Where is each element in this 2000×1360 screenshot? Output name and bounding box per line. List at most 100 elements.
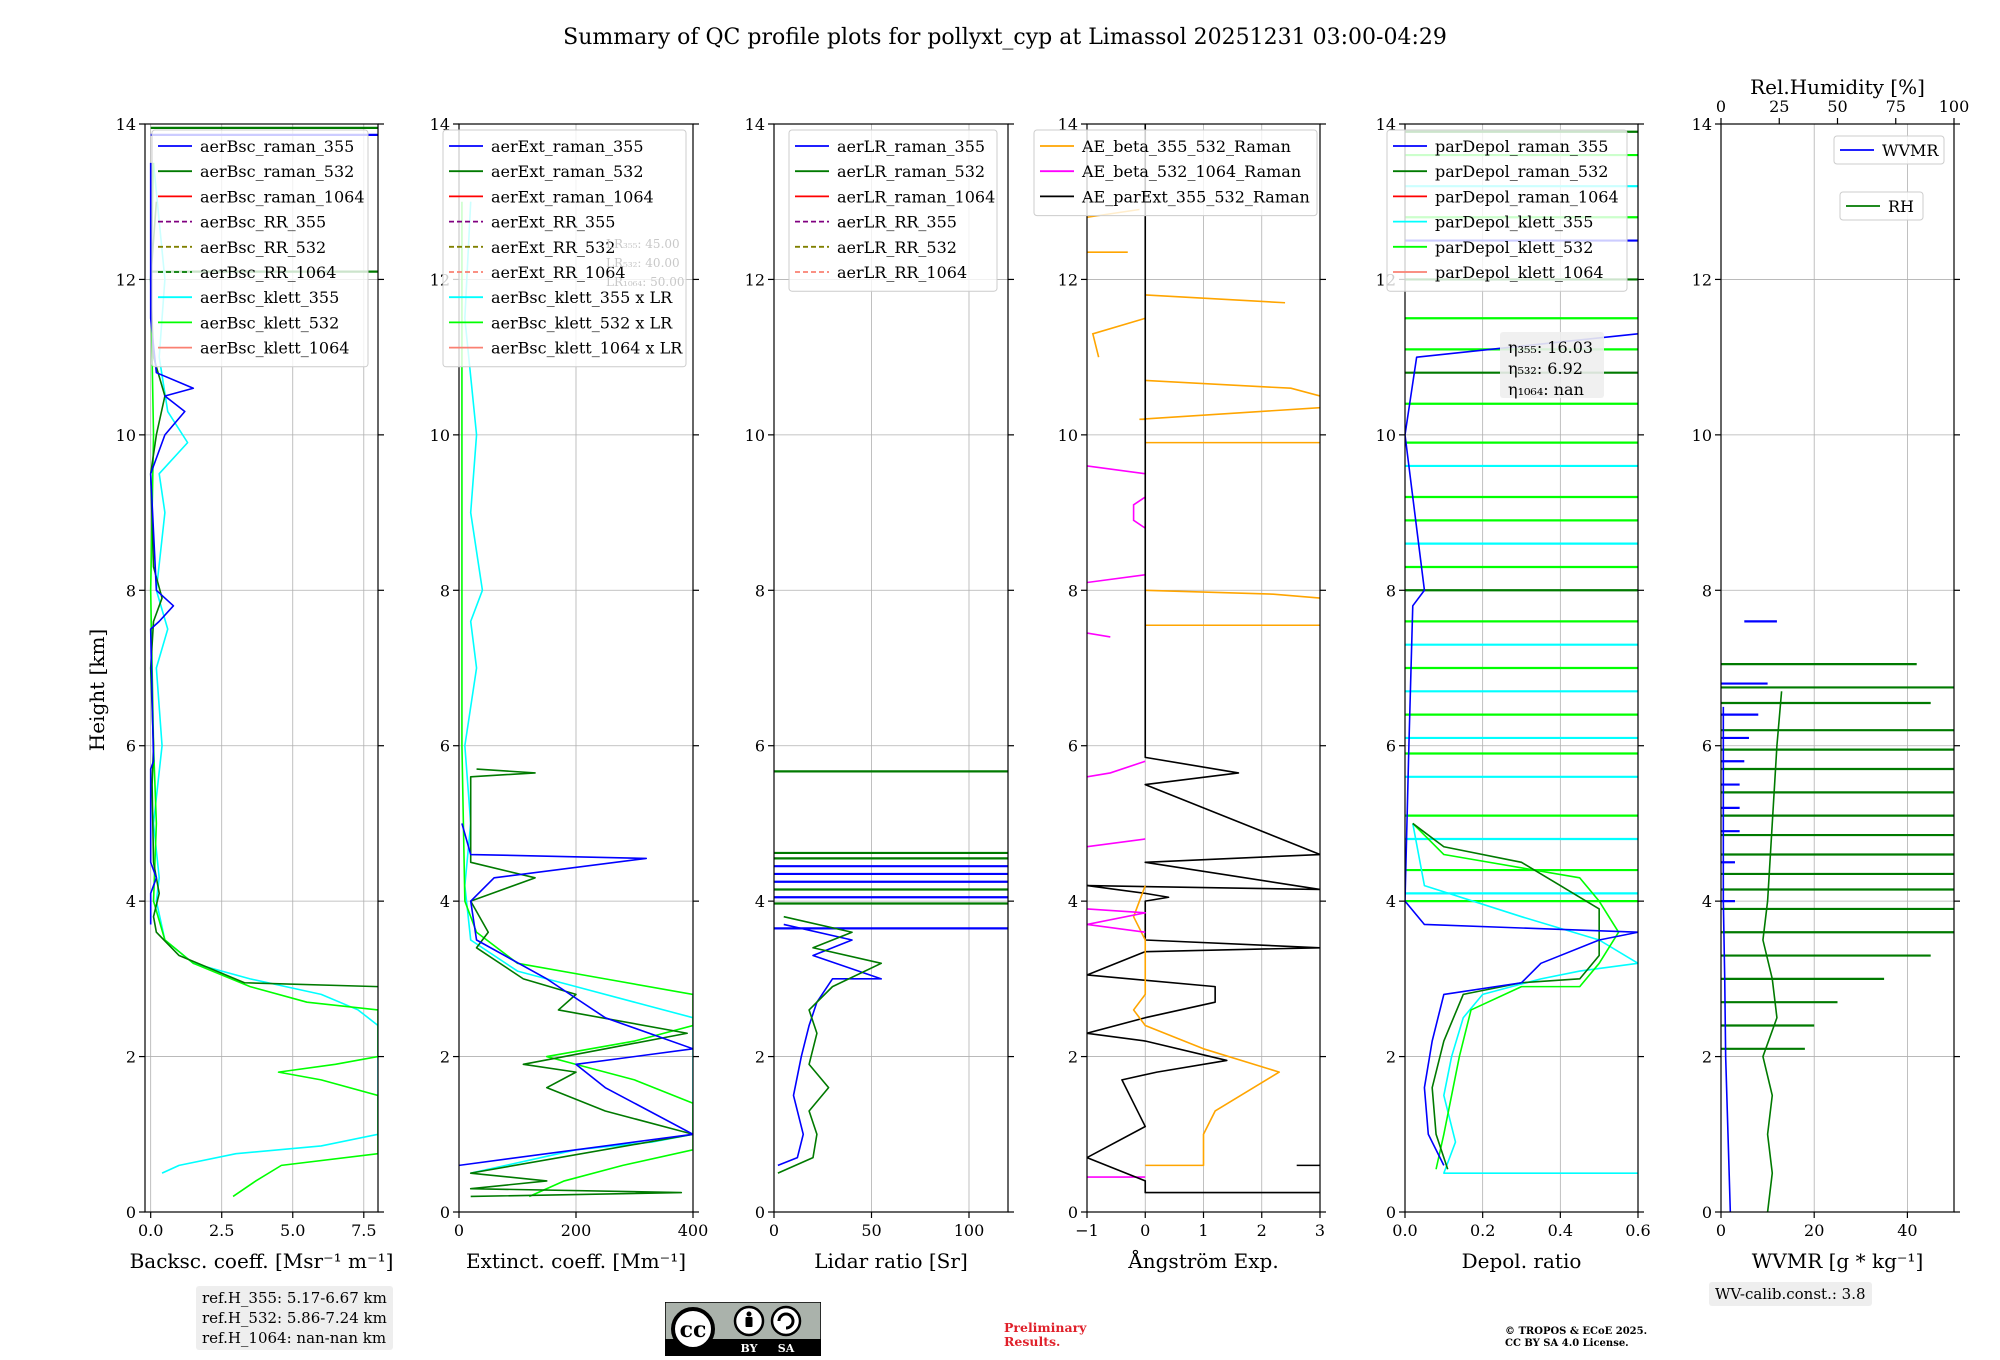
cc-license-badge: cc BY SA <box>665 1302 821 1356</box>
ref-height-box: ref.H_355: 5.17-6.67 km ref.H_532: 5.86-… <box>196 1286 393 1350</box>
y-tick-label-depol: 6 <box>1386 737 1396 756</box>
x-axis-label-wv: WVMR [g * kg⁻¹] <box>1752 1249 1924 1273</box>
legend-label-parDepol_raman_532: parDepol_raman_532 <box>1435 162 1608 181</box>
panel-lr: 0 50 100 0 2 4 6 8 10 12 14 Lidar ratio [Sr] aerLR_r… <box>745 115 1014 1273</box>
series-parDepol_klett_355 <box>1411 823 1638 1174</box>
plot-area-lr <box>774 770 1008 1174</box>
preliminary-line-2: Results. <box>1004 1334 1061 1349</box>
y-tick-label-ext: 0 <box>440 1203 450 1222</box>
x-tick-label-ae: 1 <box>1198 1221 1208 1240</box>
legend-label-AE_parExt_355_532_Raman: AE_parExt_355_532_Raman <box>1081 187 1310 206</box>
x-tick-label-ext: 400 <box>678 1221 709 1240</box>
y-tick-label-depol: 14 <box>1376 115 1396 134</box>
profile-segment-ae-4 <box>1145 379 1320 397</box>
preliminary-results-note: Preliminary Results. <box>1004 1321 1086 1349</box>
y-tick-label-wv: 2 <box>1702 1048 1712 1067</box>
profile-segment-ae-3 <box>1139 406 1320 421</box>
legend-label-aerLR_raman_1064: aerLR_raman_1064 <box>837 187 995 206</box>
x-tick-label-ae: 0 <box>1140 1221 1150 1240</box>
legend-label-aerLR_raman_532: aerLR_raman_532 <box>837 162 985 181</box>
figure-title: Summary of QC profile plots for pollyxt_… <box>563 25 1447 50</box>
y-tick-label-ext: 4 <box>440 892 450 911</box>
panel-bsc: 0.0 2.5 5.0 7.5 0 2 4 6 8 10 12 14 Backsc. coeff. [M… <box>116 115 394 1273</box>
y-tick-label-lr: 0 <box>755 1203 765 1222</box>
y-tick-label-ae: 12 <box>1058 270 1078 289</box>
lr-label-1: LR₅₃₂: 40.00 <box>606 256 680 270</box>
series-aerLR_raman_532 <box>777 915 883 1174</box>
lr-label-2: LR₁₀₆₄: 50.00 <box>606 275 684 289</box>
ref-height-532: ref.H_532: 5.86-7.24 km <box>202 1309 387 1327</box>
x-tick-label-ext: 0 <box>454 1221 464 1240</box>
y-tick-label-ae: 6 <box>1068 737 1078 756</box>
series-WVMR <box>1722 706 1732 1212</box>
y-tick-label-lr: 4 <box>755 892 765 911</box>
panel-frame-bsc <box>144 123 379 1213</box>
legend-label-aerLR_RR_355: aerLR_RR_355 <box>837 213 957 232</box>
top-x-tick-label-wv: 0 <box>1716 97 1726 116</box>
legend-label-aerLR_raman_355: aerLR_raman_355 <box>837 137 985 156</box>
profile-segment-ae-13 <box>1087 838 1146 848</box>
y-tick-label-ae: 8 <box>1068 581 1078 600</box>
legend-label-aerBsc_raman_1064: aerBsc_raman_1064 <box>200 187 365 206</box>
legend-label-aerBsc_klett_355: aerBsc_klett_355 <box>200 288 339 307</box>
x-tick-label-ae: 3 <box>1315 1221 1325 1240</box>
x-tick-label-bsc: 2.5 <box>209 1221 234 1240</box>
ref-height-1064: ref.H_1064: nan-nan km <box>202 1329 387 1347</box>
legend-label-aerExt_raman_355: aerExt_raman_355 <box>491 137 644 156</box>
legend-box-ext <box>442 129 687 368</box>
legend-label-aerBsc_klett_355 x LR: aerBsc_klett_355 x LR <box>491 288 673 307</box>
y-tick-label-wv: 12 <box>1692 270 1712 289</box>
y-tick-label-lr: 14 <box>745 115 765 134</box>
top-axis-label-wv: Rel.Humidity [%] <box>1750 75 1925 99</box>
legend-label-parDepol_klett_532: parDepol_klett_532 <box>1435 238 1593 257</box>
series-AE_parExt_355_532_Raman <box>1087 124 1320 1194</box>
y-tick-label-wv: 8 <box>1702 581 1712 600</box>
y-tick-label-ext: 6 <box>440 737 450 756</box>
x-axis-label-depol: Depol. ratio <box>1462 1249 1582 1273</box>
legend-label-AE_beta_355_532_Raman: AE_beta_355_532_Raman <box>1081 137 1291 156</box>
legend-label-parDepol_klett_355: parDepol_klett_355 <box>1435 213 1593 232</box>
x-tick-label-depol: 0.0 <box>1392 1221 1417 1240</box>
cc-sa-text: SA <box>778 1342 795 1355</box>
legend-box-ae <box>1033 129 1318 217</box>
eta-box <box>1500 332 1604 398</box>
series-parDepol_raman_532 <box>1412 822 1600 1170</box>
legend-box-wv <box>1833 135 1945 165</box>
legend-label-parDepol_raman_355: parDepol_raman_355 <box>1435 137 1608 156</box>
legend-label-aerExt_raman_532: aerExt_raman_532 <box>491 162 644 181</box>
legend-label-aerBsc_klett_1064 x LR: aerBsc_klett_1064 x LR <box>491 339 683 358</box>
x-tick-label-bsc: 5.0 <box>280 1221 305 1240</box>
y-tick-label-ext: 2 <box>440 1048 450 1067</box>
y-tick-label-ae: 2 <box>1068 1048 1078 1067</box>
y-tick-label-wv: 4 <box>1702 892 1712 911</box>
top-x-tick-label-wv: 100 <box>1939 97 1970 116</box>
panel-wv: 0 20 40 0 2 4 6 8 10 12 14 WVMR [g * kg⁻¹] 0 25 50 75 10… <box>1692 75 1970 1273</box>
series-parDepol_raman_355 <box>1405 333 1638 1166</box>
y-tick-label-wv: 6 <box>1702 737 1712 756</box>
y-tick-label-lr: 12 <box>745 270 765 289</box>
legend-label-parDepol_klett_1064: parDepol_klett_1064 <box>1435 263 1604 282</box>
cc-by-text: BY <box>741 1342 758 1355</box>
preliminary-line-1: Preliminary <box>1004 1320 1087 1335</box>
series-aerExt_raman_532 <box>469 768 693 1198</box>
x-tick-label-ae: 2 <box>1257 1221 1267 1240</box>
eta-line-0: η₃₅₅: 16.03 <box>1508 338 1593 357</box>
x-tick-label-ae: −1 <box>1075 1221 1099 1240</box>
copyright-line-2: CC BY SA 4.0 License. <box>1505 1338 1629 1349</box>
profile-segment-ae-5 <box>1091 317 1146 358</box>
legend-label-aerExt_raman_1064: aerExt_raman_1064 <box>491 187 654 206</box>
y-tick-label-bsc: 2 <box>126 1048 136 1067</box>
x-axis-label-lr: Lidar ratio [Sr] <box>814 1249 968 1273</box>
x-tick-label-bsc: 7.5 <box>351 1221 376 1240</box>
x-tick-label-ext: 200 <box>561 1221 592 1240</box>
y-tick-label-depol: 8 <box>1386 581 1396 600</box>
y-tick-label-depol: 4 <box>1386 892 1396 911</box>
y-tick-label-bsc: 12 <box>116 270 136 289</box>
x-axis-label-bsc: Backsc. coeff. [Msr⁻¹ m⁻¹] <box>130 1249 394 1273</box>
x-tick-label-lr: 0 <box>769 1221 779 1240</box>
eta-line-1: η₅₃₂: 6.92 <box>1508 359 1583 378</box>
legend-label-aerBsc_RR_1064: aerBsc_RR_1064 <box>200 263 336 282</box>
ref-height-355: ref.H_355: 5.17-6.67 km <box>202 1289 387 1307</box>
